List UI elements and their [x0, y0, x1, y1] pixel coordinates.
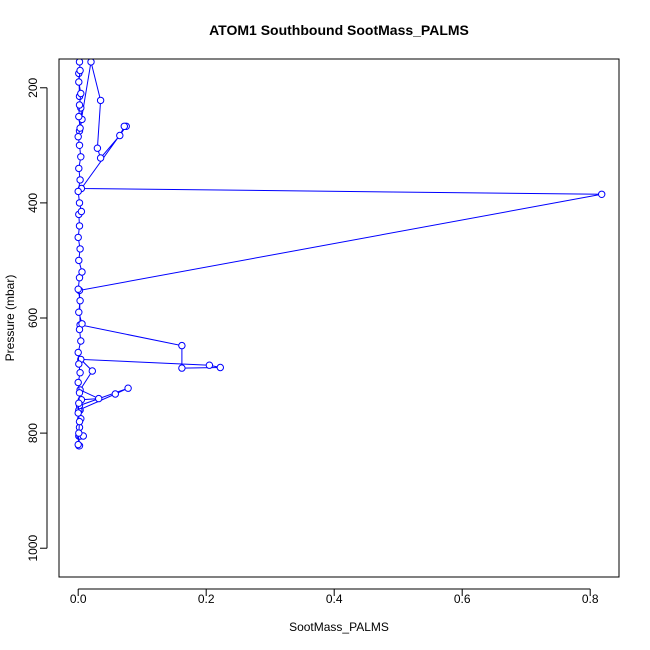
data-point [120, 122, 129, 131]
x-axis-label: SootMass_PALMS [289, 620, 389, 634]
data-point [87, 59, 95, 66]
data-point [76, 245, 84, 253]
data-point [96, 96, 105, 105]
data-point [74, 133, 82, 141]
data-point [77, 207, 86, 216]
y-tick-label: 1000 [26, 535, 40, 562]
x-tick-label: 0.4 [326, 592, 343, 606]
data-point [205, 361, 214, 369]
data-point [75, 389, 84, 397]
data-point [178, 364, 186, 372]
plot-area: 0.0 0.2 0.4 0.6 0.8 200 400 600 800 1000 [26, 58, 620, 606]
y-tick-label: 400 [26, 193, 40, 213]
data-point [75, 222, 84, 230]
data-point [598, 190, 606, 199]
data-point [178, 341, 186, 350]
data-point [74, 440, 82, 449]
data-point [76, 66, 84, 75]
x-tick-label: 0.8 [582, 592, 599, 606]
x-tick-label: 0.0 [70, 592, 87, 606]
plot-frame [58, 58, 620, 578]
chart-title: ATOM1 Southbound SootMass_PALMS [209, 22, 469, 38]
data-point [77, 337, 85, 345]
data-point [88, 367, 97, 375]
y-axis-label: Pressure (mbar) [3, 275, 17, 362]
data-point [96, 154, 105, 162]
data-point [124, 384, 132, 392]
y-tick-label: 800 [26, 423, 40, 443]
data-point [75, 78, 83, 86]
data-point [78, 320, 86, 328]
data-point [74, 187, 82, 196]
data-point [95, 394, 103, 403]
data-point [75, 429, 83, 437]
data-point [116, 131, 124, 140]
data-point [75, 308, 83, 316]
data-point [74, 378, 82, 387]
data-point [74, 233, 82, 242]
data-point [75, 256, 83, 265]
data-point [76, 124, 84, 132]
data-point [76, 176, 84, 184]
data-point [77, 153, 85, 161]
data-point [75, 399, 83, 407]
data-point [75, 360, 83, 368]
data-point [77, 89, 85, 98]
data-point [75, 164, 83, 173]
data-point [75, 141, 84, 150]
data-point [93, 144, 102, 152]
data-point [75, 417, 84, 426]
y-tick-label: 200 [26, 77, 40, 97]
data-layer [74, 59, 606, 450]
data-point [75, 101, 84, 109]
data-point [75, 112, 83, 121]
data-point [111, 390, 120, 398]
data-point [78, 268, 86, 276]
data-point [216, 363, 225, 372]
data-point [75, 199, 84, 207]
data-point [75, 59, 84, 66]
x-tick-label: 0.6 [454, 592, 471, 606]
x-tick-label: 0.2 [198, 592, 215, 606]
data-point [74, 409, 82, 417]
data-point [74, 348, 82, 357]
data-point [76, 297, 84, 305]
data-point [76, 369, 84, 377]
y-tick-label: 600 [26, 308, 40, 328]
data-point [74, 285, 82, 293]
